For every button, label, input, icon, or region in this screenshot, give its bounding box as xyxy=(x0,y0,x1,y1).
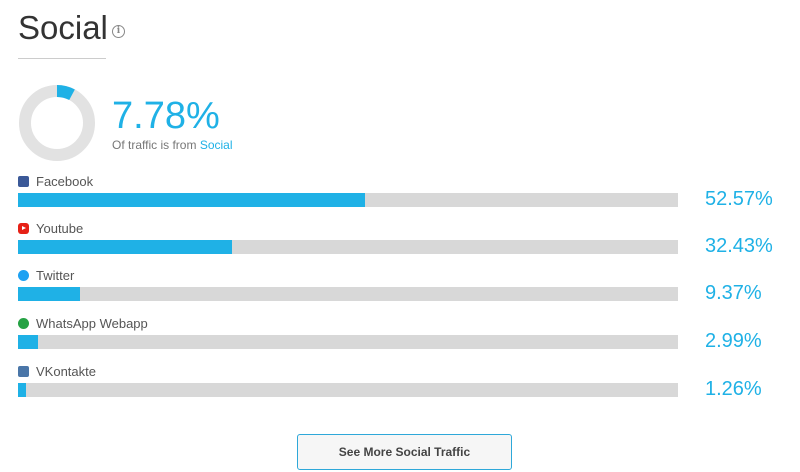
source-share-value: 52.57% xyxy=(705,188,773,210)
source-name: Youtube xyxy=(36,221,84,236)
section-title: Social xyxy=(18,9,108,46)
social-source-row[interactable]: VKontakte 1.26% xyxy=(0,364,800,412)
source-name: Twitter xyxy=(36,268,75,283)
share-bar-track xyxy=(18,383,678,397)
title-underline xyxy=(18,58,106,59)
social-source-row[interactable]: Facebook 52.57% xyxy=(0,174,800,222)
share-bar-track xyxy=(18,193,678,207)
see-more-social-traffic-button[interactable]: See More Social Traffic xyxy=(297,434,512,470)
share-bar-fill xyxy=(18,383,27,397)
social-source-row[interactable]: Youtube 32.43% xyxy=(0,221,800,269)
info-icon[interactable]: i xyxy=(112,25,125,38)
source-share-value: 32.43% xyxy=(705,235,773,257)
source-share-value: 9.37% xyxy=(705,282,762,304)
share-bar-track xyxy=(18,335,678,349)
social-share-percent: 7.78% xyxy=(112,95,220,137)
twitter-icon xyxy=(18,270,29,281)
source-name: Facebook xyxy=(36,174,94,189)
youtube-icon xyxy=(18,223,29,234)
social-share-caption: Of traffic is from Social xyxy=(112,138,233,152)
share-bar-fill xyxy=(18,240,233,254)
facebook-icon xyxy=(18,176,29,187)
donut-share-arc xyxy=(19,85,95,161)
social-source-row[interactable]: WhatsApp Webapp 2.99% xyxy=(0,316,800,364)
source-name: WhatsApp Webapp xyxy=(36,316,148,331)
whatsapp-icon xyxy=(18,318,29,329)
share-bar-fill xyxy=(18,287,80,301)
share-bar-track xyxy=(18,287,678,301)
share-donut xyxy=(19,85,95,161)
share-bar-fill xyxy=(18,335,38,349)
source-share-value: 2.99% xyxy=(705,330,762,352)
donut-track xyxy=(19,85,95,161)
social-source-row[interactable]: Twitter 9.37% xyxy=(0,268,800,316)
share-bar-fill xyxy=(18,193,365,207)
caption-text: Of traffic is from xyxy=(112,138,197,152)
vkontakte-icon xyxy=(18,366,29,377)
source-name: VKontakte xyxy=(36,364,96,379)
social-link[interactable]: Social xyxy=(199,138,233,152)
share-bar-track xyxy=(18,240,678,254)
source-share-value: 1.26% xyxy=(705,378,762,400)
